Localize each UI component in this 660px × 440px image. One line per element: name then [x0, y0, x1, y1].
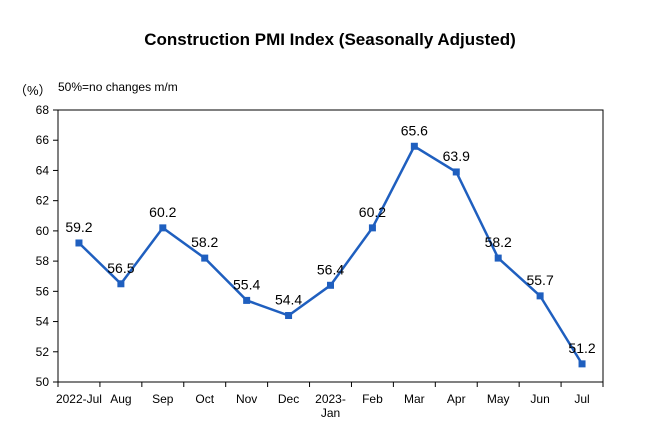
data-point [201, 254, 209, 262]
x-tick-label: Aug [110, 392, 131, 406]
data-point [578, 360, 586, 368]
data-point [368, 224, 376, 232]
data-label: 58.2 [191, 234, 218, 250]
x-tick-label: Jan [321, 406, 340, 420]
data-point [494, 254, 502, 262]
data-point [410, 142, 418, 150]
data-label: 55.7 [526, 272, 553, 288]
series-markers [75, 142, 586, 368]
data-label: 56.4 [317, 261, 344, 277]
data-point [536, 292, 544, 300]
x-tick-label: Jun [530, 392, 549, 406]
series-line [78, 144, 584, 365]
y-tick-label: 58 [36, 254, 50, 268]
chart-title: Construction PMI Index (Seasonally Adjus… [144, 30, 516, 49]
data-label: 51.2 [568, 340, 595, 356]
x-tick-label: 2022-Jul [56, 392, 102, 406]
data-point [75, 239, 83, 247]
y-tick-label: 56 [36, 284, 50, 298]
data-label: 59.2 [65, 219, 92, 235]
data-labels: 59.2 56.5 60.2 58.2 55.4 54.4 56.4 60.2 65.6 63.9… [65, 122, 596, 356]
x-tick-label: 2023- [315, 392, 346, 406]
data-point [243, 296, 251, 304]
data-label: 55.4 [233, 276, 260, 292]
y-tick-label: 68 [36, 103, 50, 117]
y-tick-label: 54 [36, 315, 50, 329]
data-point [327, 281, 334, 289]
data-label: 60.2 [359, 204, 386, 220]
x-tick-label: Mar [404, 392, 425, 406]
chart-note: 50%=no changes m/m [58, 80, 178, 94]
data-point [452, 168, 460, 176]
data-point [117, 280, 125, 288]
y-tick-label: 64 [36, 163, 50, 177]
y-tick-label: 60 [36, 224, 50, 238]
x-tick-label: May [487, 392, 510, 406]
data-label: 60.2 [149, 204, 176, 220]
data-label: 65.6 [401, 122, 428, 138]
x-tick-label: Sep [152, 392, 174, 406]
x-tick-label: Dec [278, 392, 299, 406]
data-label: 54.4 [275, 292, 302, 308]
x-tick-label: Apr [447, 392, 466, 406]
data-label: 56.5 [107, 260, 134, 276]
data-point [285, 312, 293, 320]
y-axis-unit: （%） [14, 83, 52, 98]
y-tick-label: 66 [36, 133, 50, 147]
y-tick-label: 62 [36, 194, 50, 208]
y-tick-label: 50 [36, 375, 50, 389]
y-axis: 50 52 54 56 58 60 62 64 66 68 [36, 103, 58, 389]
y-tick-label: 52 [36, 345, 50, 359]
x-tick-label: Feb [362, 392, 383, 406]
x-axis: 2022-Jul Aug Sep Oct Nov Dec 2023-Jan Feb Mar Apr… [56, 382, 604, 420]
plot-frame [57, 109, 604, 383]
data-label: 58.2 [485, 234, 512, 250]
x-tick-label: Oct [195, 392, 214, 406]
data-point [159, 224, 167, 232]
x-tick-label: Jul [574, 392, 589, 406]
data-label: 63.9 [443, 148, 470, 164]
x-tick-label: Nov [236, 392, 257, 406]
